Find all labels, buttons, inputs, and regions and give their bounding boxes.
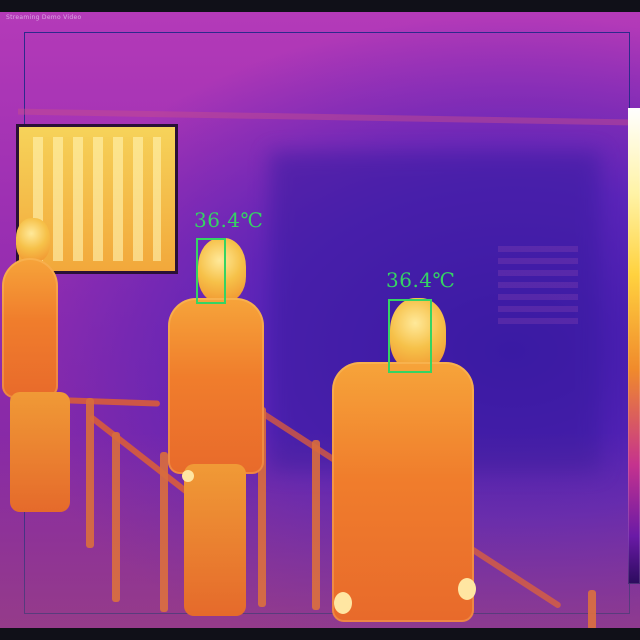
hand <box>334 592 352 614</box>
railing-post <box>160 452 168 612</box>
railing-post <box>588 590 596 628</box>
legs <box>10 392 70 512</box>
face-detection-box <box>388 299 432 373</box>
railing-post <box>86 398 94 548</box>
temperature-label: 36.4℃ <box>194 208 264 232</box>
hand <box>458 578 476 600</box>
temperature-label: 36.4℃ <box>386 268 456 292</box>
torso <box>2 258 58 398</box>
window-caption: Streaming Demo Video <box>6 14 82 21</box>
top-frame <box>0 0 640 12</box>
railing-post <box>112 432 120 602</box>
head <box>390 298 446 370</box>
wall-poster <box>498 240 578 324</box>
railing-post <box>312 440 320 610</box>
legs <box>184 464 246 616</box>
torso <box>168 298 264 474</box>
thermal-video-viewport[interactable]: Streaming Demo Video <box>0 12 640 628</box>
torso <box>332 362 474 622</box>
hand <box>182 470 194 482</box>
face-detection-box <box>196 238 226 304</box>
head <box>198 238 246 302</box>
color-scale-bar <box>628 108 640 584</box>
bottom-frame <box>0 628 640 640</box>
head <box>16 218 50 262</box>
floor-warm-reflections <box>0 432 640 628</box>
railing-post <box>258 407 266 607</box>
